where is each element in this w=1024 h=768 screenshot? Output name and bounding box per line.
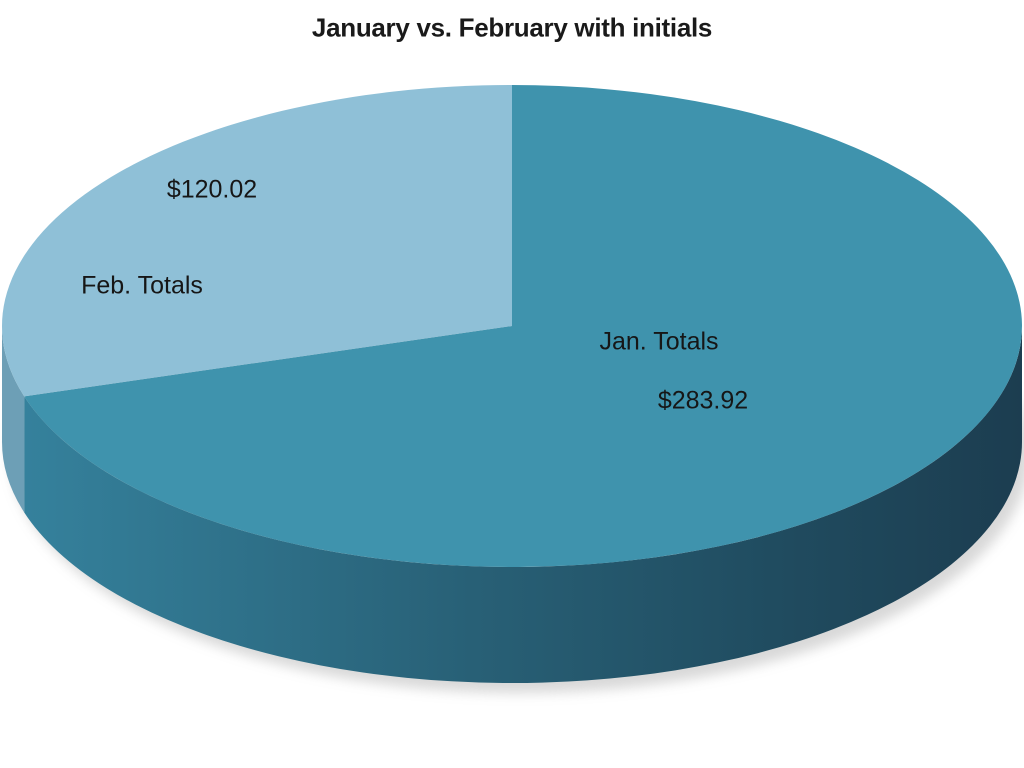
slice-label-feb: Feb. Totals <box>81 271 203 300</box>
slice-label-jan: Jan. Totals <box>599 327 719 356</box>
pie-slice-side-feb-totals[interactable] <box>2 326 25 513</box>
slice-value-jan: $283.92 <box>657 386 749 415</box>
slice-value-feb: $120.02 <box>166 175 258 204</box>
pie-slice-jan-totals[interactable] <box>24 85 1023 567</box>
chart-title: January vs. February with initials <box>311 12 713 43</box>
pie-slice-side-jan-totals[interactable] <box>24 326 1023 684</box>
pie-slice-feb-totals[interactable] <box>2 85 513 397</box>
